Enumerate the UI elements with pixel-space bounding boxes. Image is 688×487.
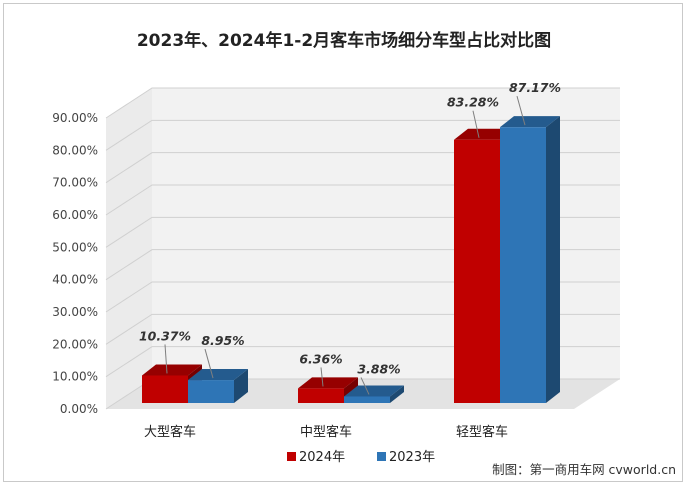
data-label: 83.28% <box>447 95 499 110</box>
credit-text: 制图：第一商用车网 cvworld.cn <box>492 462 676 477</box>
bars <box>142 116 560 403</box>
bar-top-2-1 <box>500 116 560 128</box>
bar-side-1-1 <box>390 385 404 403</box>
leader-line <box>516 96 526 126</box>
bar-1-1 <box>344 396 390 403</box>
legend-swatch <box>287 452 296 461</box>
data-labels: 10.37% 8.95% 6.36% 3.88% 83.28% 87.17% <box>139 80 561 395</box>
chart-title: 2023年、2024年1-2月客车市场细分车型占比对比图 <box>136 31 552 51</box>
bar-top-0-0 <box>142 364 202 376</box>
leader-line <box>204 348 214 379</box>
bar-top-2-0 <box>454 128 514 140</box>
bar-0-1 <box>188 380 234 403</box>
y-tick-label: 80.00% <box>52 143 98 157</box>
data-label: 6.36% <box>299 351 342 366</box>
bar-1-0 <box>298 388 344 403</box>
leader-line <box>472 110 480 138</box>
data-label: 8.95% <box>201 333 244 348</box>
leader-line <box>360 377 370 395</box>
category-label: 中型客车 <box>300 424 352 440</box>
leader-line <box>320 367 324 387</box>
category-labels: 大型客车 中型客车 轻型客车 <box>144 424 508 440</box>
side-wall <box>106 88 152 409</box>
gridline <box>105 119 620 151</box>
bar-top-1-0 <box>298 377 358 389</box>
gridline <box>105 87 620 119</box>
y-tick-label: 90.00% <box>52 111 98 125</box>
y-tick-label: 50.00% <box>52 240 98 254</box>
bar-side-2-1 <box>546 116 560 403</box>
bar-top-1-1 <box>344 385 404 397</box>
y-tick-label: 70.00% <box>52 176 98 190</box>
data-label: 10.37% <box>139 328 191 343</box>
y-tick-label: 40.00% <box>52 273 98 287</box>
bar-top-0-1 <box>188 369 248 381</box>
legend-swatch <box>377 452 386 461</box>
y-tick-label: 20.00% <box>52 337 98 351</box>
bar-2-1 <box>500 127 546 403</box>
legend-label: 2023年 <box>389 450 435 465</box>
bar-side-0-1 <box>234 369 248 403</box>
y-tick-label: 10.00% <box>52 370 98 384</box>
leader-line <box>164 344 168 374</box>
y-axis-ticks: 0.00% 10.00% 20.00% 30.00% 40.00% 50.00% 60.00… <box>52 111 98 416</box>
y-tick-label: 0.00% <box>60 402 98 416</box>
legend: 2024年 2023年 <box>287 450 435 465</box>
category-label: 大型客车 <box>144 424 196 440</box>
data-label: 3.88% <box>357 361 400 376</box>
bar-0-0 <box>142 375 188 403</box>
category-label: 轻型客车 <box>456 424 508 440</box>
y-tick-label: 60.00% <box>52 208 98 222</box>
data-label: 87.17% <box>509 80 561 95</box>
y-tick-label: 30.00% <box>52 305 98 319</box>
legend-label: 2024年 <box>299 450 345 465</box>
bar-2-0 <box>454 139 500 403</box>
